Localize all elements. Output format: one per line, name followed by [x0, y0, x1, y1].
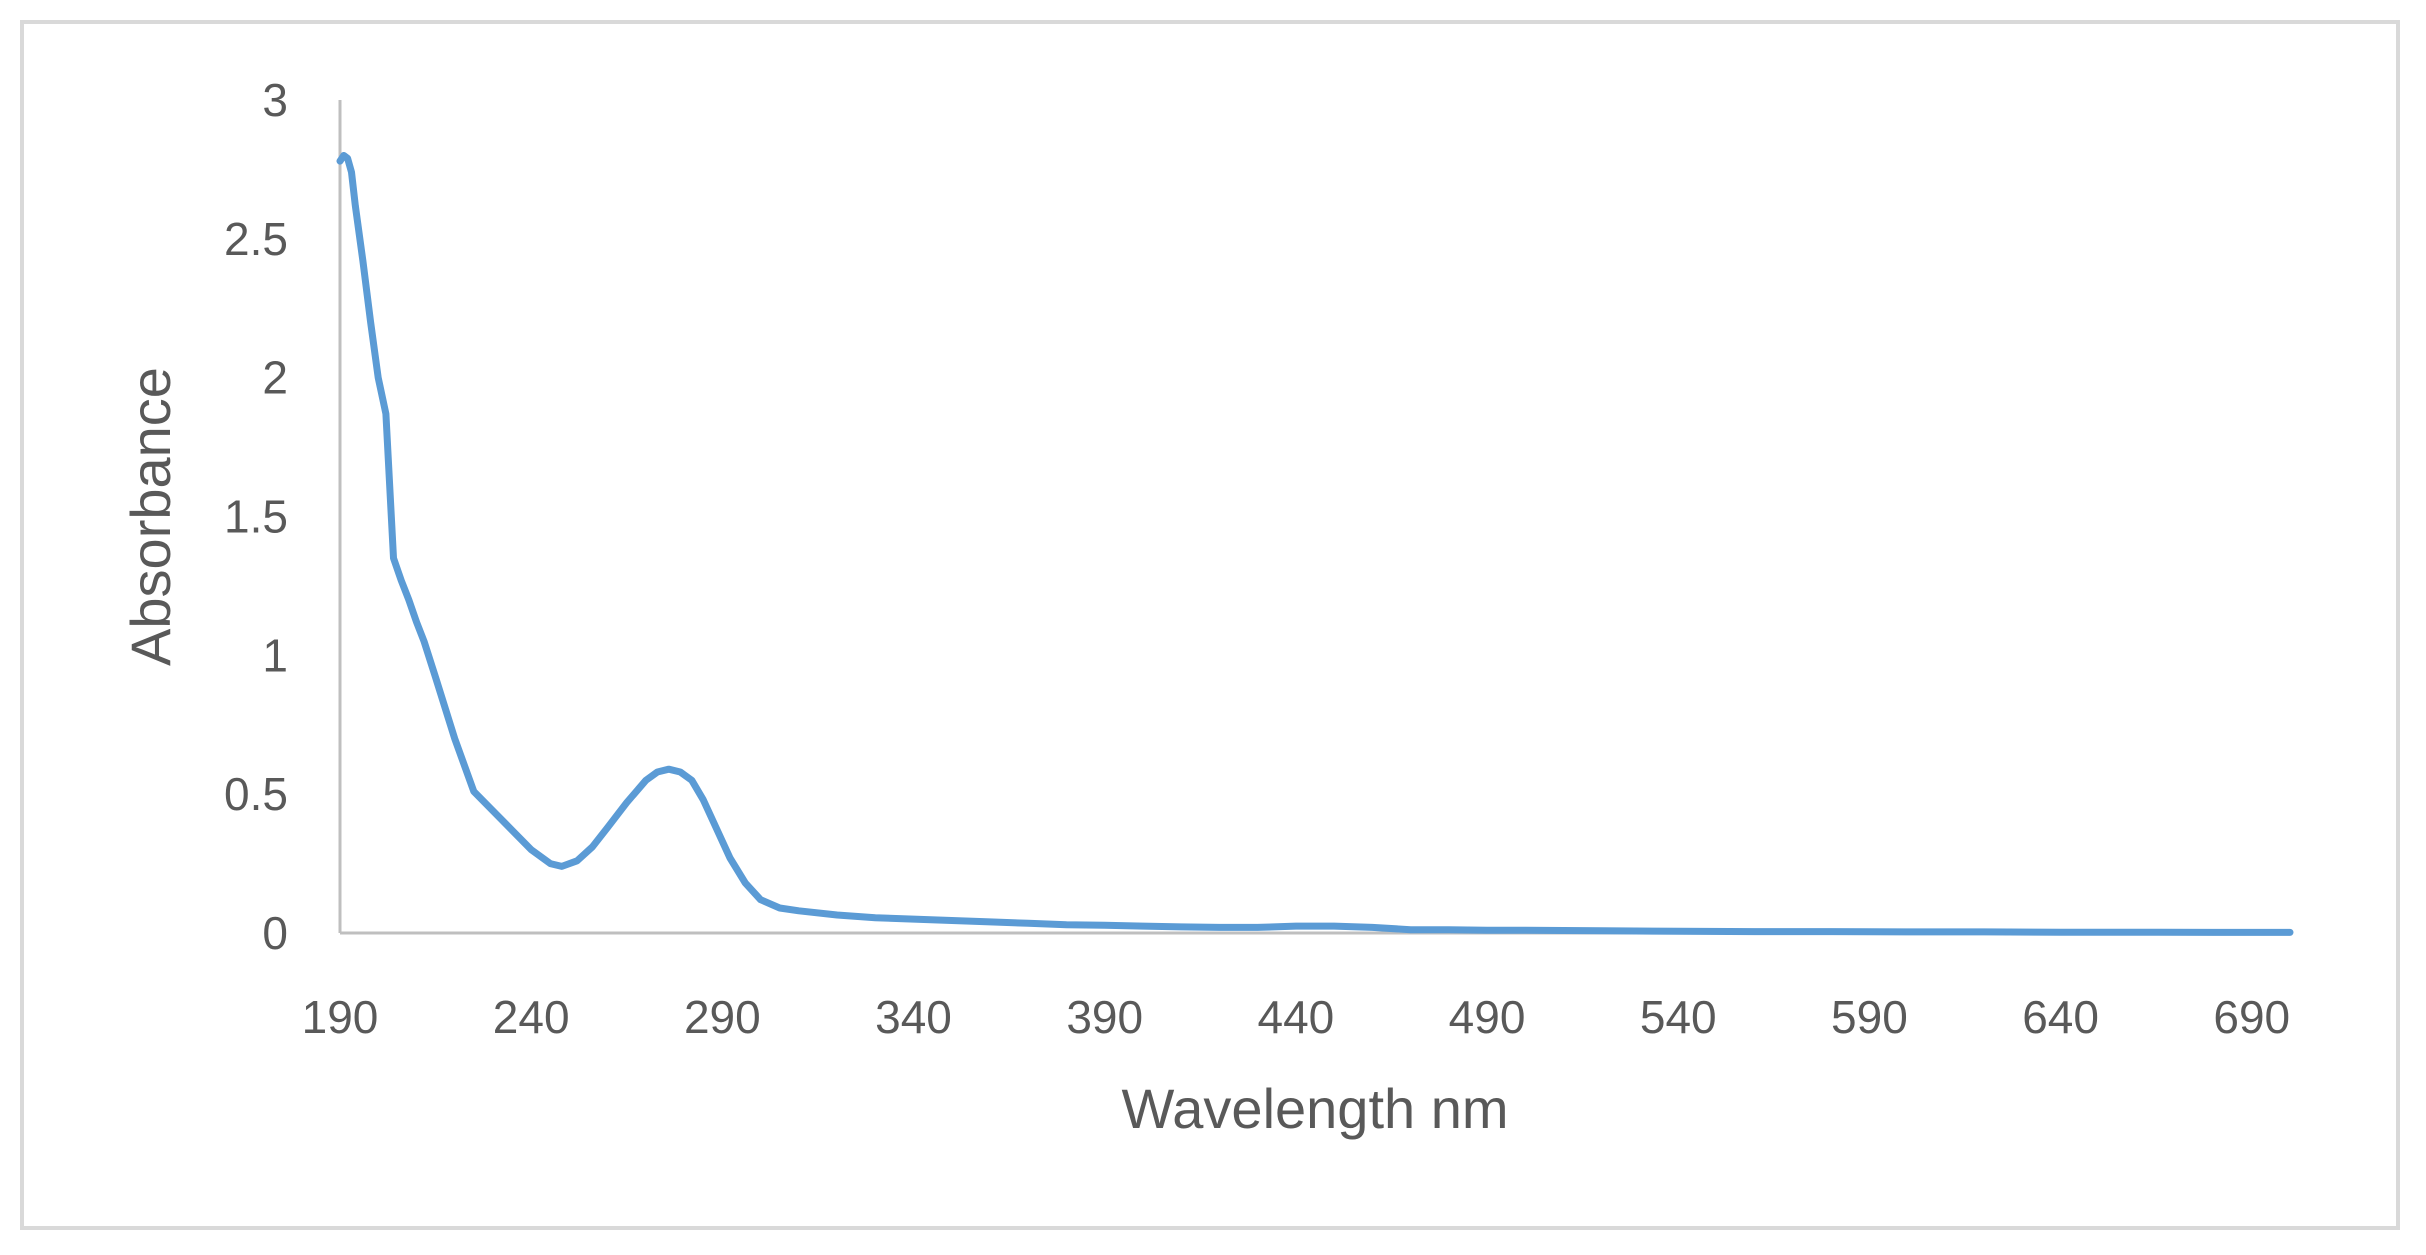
y-tick-label: 0 [262, 907, 288, 959]
x-tick-label: 440 [1258, 991, 1335, 1043]
x-tick-label: 390 [1066, 991, 1143, 1043]
x-tick-label: 190 [302, 991, 379, 1043]
x-tick-label: 240 [493, 991, 570, 1043]
y-tick-label: 3 [262, 74, 288, 126]
x-tick-label: 640 [2022, 991, 2099, 1043]
x-tick-label: 490 [1449, 991, 1526, 1043]
x-tick-label: 590 [1831, 991, 1908, 1043]
y-tick-label: 2 [262, 352, 288, 404]
x-tick-label: 290 [684, 991, 761, 1043]
y-tick-label: 0.5 [224, 768, 288, 820]
x-axis-ticks: 190 240 290 340 390 440 490 540 590 640 690 [302, 991, 2291, 1043]
x-axis-title: Wavelength nm [1122, 1077, 1509, 1140]
series-group [336, 152, 2294, 936]
x-tick-label: 540 [1640, 991, 1717, 1043]
y-tick-label: 1 [262, 629, 288, 681]
y-tick-label: 1.5 [224, 491, 288, 543]
y-axis-title: Absorbance [119, 367, 182, 666]
x-tick-label: 340 [875, 991, 952, 1043]
y-tick-label: 2.5 [224, 213, 288, 265]
y-axis-ticks: 0 0.5 1 1.5 2 2.5 3 [224, 74, 288, 959]
x-tick-label: 690 [2213, 991, 2290, 1043]
absorbance-series-line [336, 152, 2294, 936]
